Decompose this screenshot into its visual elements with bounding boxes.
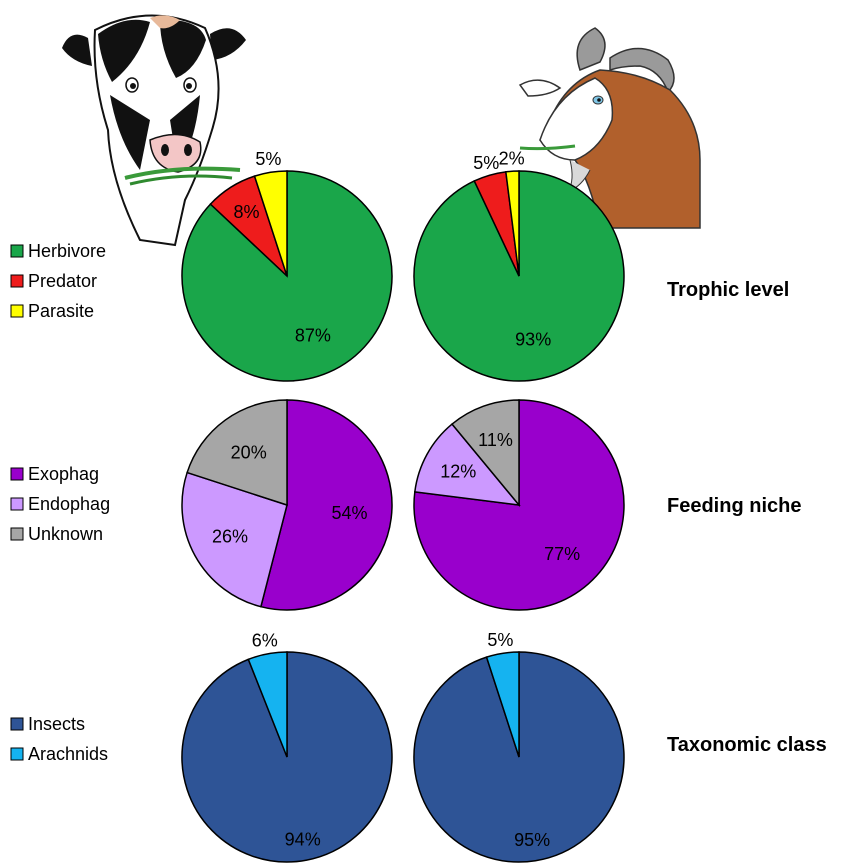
- pie-slice-arachnids: [247, 651, 288, 758]
- pie-slice-endophag: [181, 471, 288, 608]
- legend-label-insects: Insects: [28, 714, 85, 734]
- slice-label-arachnids: 5%: [487, 630, 513, 650]
- legend-label-predator: Predator: [28, 271, 97, 291]
- legend-label-arachnids: Arachnids: [28, 744, 108, 764]
- slice-label-parasite: 2%: [499, 149, 525, 169]
- pie-slice-endophag: [413, 423, 521, 506]
- legend-label-endophag: Endophag: [28, 494, 110, 514]
- pie-slice-unknown: [451, 399, 520, 508]
- pie-goat-taxonomic-class: 95% 5%: [413, 630, 625, 863]
- cow-illustration: [62, 14, 246, 247]
- row-title-trophic-level: Trophic level: [667, 279, 789, 301]
- pie-slice-arachnids: [485, 651, 520, 758]
- pie-slice-exophag: [259, 399, 393, 611]
- pie-slice-parasite: [253, 170, 288, 277]
- slice-label-insects: 94%: [285, 830, 321, 850]
- legend-swatch-insects: [10, 717, 24, 731]
- row-title-taxonomic-class: Taxonomic class: [667, 734, 827, 756]
- slice-label-arachnids: 6%: [252, 631, 278, 651]
- legend-swatch-arachnids: [10, 747, 24, 761]
- legend-label-parasite: Parasite: [28, 301, 94, 321]
- row-titles: Trophic level Feeding niche Taxonomic clas…: [667, 279, 827, 756]
- pie-charts: 87%8%5%93%5% 2%54%26%20%77%12%11%94%6%95%…: [181, 149, 625, 863]
- pie-slice-parasite: [505, 170, 520, 277]
- slice-label-predator: 8%: [233, 202, 259, 222]
- slice-label-exophag: 54%: [331, 503, 367, 523]
- slice-label-parasite: 5%: [255, 149, 281, 169]
- legend-trophic-level: Herbivore Predator Parasite: [10, 241, 106, 321]
- slice-label-unknown: 11%: [478, 430, 513, 450]
- slice-label-exophag: 77%: [544, 544, 580, 564]
- legend-taxonomic-class: Insects Arachnids: [10, 714, 108, 764]
- pie-goat-trophic-level: 93% 5% 2%: [413, 149, 625, 382]
- slice-label-predator: 5%: [473, 153, 499, 173]
- slice-label-unknown: 20%: [231, 442, 267, 462]
- legend-label-herbivore: Herbivore: [28, 241, 106, 261]
- pie-slice-unknown: [186, 399, 288, 507]
- pie-cow-feeding-niche: 54% 26% 20%: [181, 399, 393, 611]
- slice-label-endophag: 26%: [212, 526, 248, 546]
- legend-feeding-niche: Exophag Endophag Unknown: [10, 464, 110, 544]
- row-title-feeding-niche: Feeding niche: [667, 495, 801, 517]
- pie-cow-trophic-level: 87% 8% 5%: [181, 149, 393, 382]
- legend-swatch-parasite: [10, 304, 24, 318]
- slice-label-endophag: 12%: [440, 462, 476, 482]
- legend-swatch-endophag: [10, 497, 24, 511]
- legends: Herbivore Predator Parasite Exophag Endophag…: [10, 241, 110, 764]
- legend-swatch-exophag: [10, 467, 24, 481]
- pie-cow-taxonomic-class: 94% 6%: [181, 631, 393, 863]
- legend-label-exophag: Exophag: [28, 464, 99, 484]
- slice-label-herbivore: 87%: [295, 326, 331, 346]
- pie-goat-feeding-niche: 77% 12%11%: [413, 399, 625, 611]
- legend-swatch-unknown: [10, 527, 24, 541]
- legend-swatch-herbivore: [10, 244, 24, 258]
- goat-illustration: [518, 27, 701, 229]
- legend-label-unknown: Unknown: [28, 524, 103, 544]
- slice-label-herbivore: 93%: [515, 330, 551, 350]
- legend-swatch-predator: [10, 274, 24, 288]
- slice-label-insects: 95%: [514, 830, 550, 850]
